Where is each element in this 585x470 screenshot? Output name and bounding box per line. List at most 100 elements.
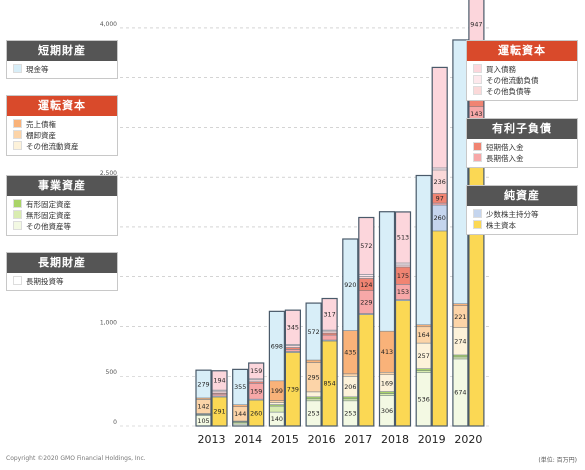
asset-bar-segment: [342, 396, 359, 400]
asset-value-label: 674: [454, 389, 466, 397]
legend-items: 短期借入金長期借入金: [467, 139, 577, 167]
asset-bar-segment: [342, 373, 359, 377]
legend-label: 短期借入金: [486, 143, 524, 152]
legend-items: 買入債務 その他流動負債 その他負債等: [467, 61, 577, 100]
legend-label: 買入債務: [486, 65, 516, 74]
liability-bar-segment: [321, 332, 338, 336]
y-tick-label: 1,000: [100, 319, 117, 326]
legend-item: 有形固定資産: [13, 199, 113, 210]
legend-swatch: [13, 276, 22, 285]
legend-swatch: [473, 153, 482, 162]
asset-bar-segment: [415, 370, 432, 373]
liability-bar-outline: [284, 309, 301, 427]
legend-item: 短期借入金: [473, 142, 573, 153]
x-category-label: 2013: [198, 433, 226, 446]
asset-value-label: 279: [197, 380, 209, 388]
liability-bar-segment: [211, 390, 228, 394]
legend-swatch: [473, 142, 482, 151]
legend-swatch: [13, 64, 22, 73]
legend-item: その他流動負債: [473, 75, 573, 86]
asset-value-label: 144: [234, 410, 246, 418]
copyright: Copyright ©2020 GMO Financial Holdings, …: [6, 455, 146, 462]
liability-value-label: 260: [434, 214, 446, 222]
legend-label: 棚卸資産: [26, 131, 56, 140]
legend-label: 売上債権: [26, 120, 56, 129]
asset-bar-outline: [415, 174, 432, 427]
asset-bar-segment: [269, 402, 285, 405]
asset-value-label: 206: [344, 383, 356, 391]
liability-value-label: 143: [470, 110, 482, 118]
liability-bar-segment: [285, 345, 301, 348]
asset-bar-outline: [268, 310, 285, 427]
liability-bar-segment: [431, 167, 448, 171]
legend-card-business-assets: 事業資産 有形固定資産 無形固定資産 その他資産等: [6, 175, 118, 236]
legend-swatch: [13, 130, 22, 139]
legend-item: 長期借入金: [473, 153, 573, 164]
liability-bar-segment: [395, 300, 411, 427]
liability-bar-segment: [395, 264, 411, 268]
asset-bar-segment: [305, 398, 322, 402]
liability-value-label: 159: [250, 367, 262, 375]
asset-value-label: 105: [197, 417, 209, 425]
asset-value-label: 142: [197, 403, 209, 411]
asset-bar-outline: [232, 368, 249, 427]
asset-value-label: 257: [418, 352, 430, 360]
legend-card-net-assets: 純資産 少数株主持分等 株主資本: [466, 185, 578, 235]
legend-title: 純資産: [467, 186, 577, 206]
legend-title: 短期財産: [7, 41, 117, 61]
asset-bar-segment: [415, 368, 432, 371]
liability-bar-segment: [431, 67, 448, 169]
liability-value-label: 947: [470, 21, 482, 29]
legend-label: 有形固定資産: [26, 200, 71, 209]
asset-bar-segment: [305, 359, 322, 363]
x-category-label: 2014: [234, 433, 262, 446]
asset-bar-segment: [415, 175, 432, 326]
legend-swatch: [473, 209, 482, 218]
legend-swatch: [473, 220, 482, 229]
asset-bar-segment: [379, 211, 395, 332]
liability-bar-outline: [358, 216, 375, 427]
liability-bar-segment: [321, 330, 338, 334]
asset-bar-segment: [379, 391, 395, 394]
legend-label: 現金等: [26, 65, 49, 74]
unit-note: (単位: 百万円): [538, 457, 577, 464]
legend-card-interest-bearing-debt: 有利子負債短期借入金長期借入金: [466, 118, 578, 168]
x-category-label: 2019: [418, 433, 446, 446]
liability-bar-segment: [285, 349, 301, 352]
legend-swatch: [13, 199, 22, 208]
asset-bar-segment: [232, 404, 248, 407]
legend-item: 長期投資等: [13, 276, 113, 287]
asset-value-label: 435: [344, 348, 356, 356]
legend-title: 有利子負債: [467, 119, 577, 139]
legend-swatch: [473, 75, 482, 84]
liability-value-label: 175: [397, 272, 409, 280]
legend-label: その他流動負債: [486, 76, 539, 85]
liability-bar-outline: [211, 370, 228, 427]
y-tick-label: 2,500: [100, 170, 117, 177]
legend-label: 少数株主持分等: [486, 210, 539, 219]
asset-bar-outline: [195, 369, 212, 427]
asset-value-label: 164: [418, 331, 430, 339]
liability-bar-segment: [321, 334, 338, 341]
legend-swatch: [13, 119, 22, 128]
liability-value-label: 229: [360, 298, 372, 306]
liability-value-label: 572: [360, 242, 372, 250]
liability-value-label: 159: [250, 387, 262, 395]
liability-bar-outline: [248, 362, 265, 427]
liability-bar-outline: [394, 211, 412, 427]
liability-value-label: 124: [360, 281, 372, 289]
legend-card-short-term-assets: 短期財産現金等: [6, 40, 118, 79]
legend-title: 事業資産: [7, 176, 117, 196]
legend-card-working-capital-assets: 運転資本 売上債権 棚卸資産 その他流動資産: [6, 95, 118, 156]
legend-swatch: [13, 221, 22, 230]
liability-bar-segment: [395, 262, 411, 266]
legend-label: 長期借入金: [486, 154, 524, 163]
legend-item: 売上債権: [13, 119, 113, 130]
asset-bar-segment: [452, 354, 469, 358]
asset-value-label: 355: [234, 383, 246, 391]
liability-value-label: 97: [436, 194, 444, 202]
legend-swatch: [13, 141, 22, 150]
asset-bar-segment: [269, 400, 285, 403]
liability-value-label: 153: [397, 288, 409, 296]
